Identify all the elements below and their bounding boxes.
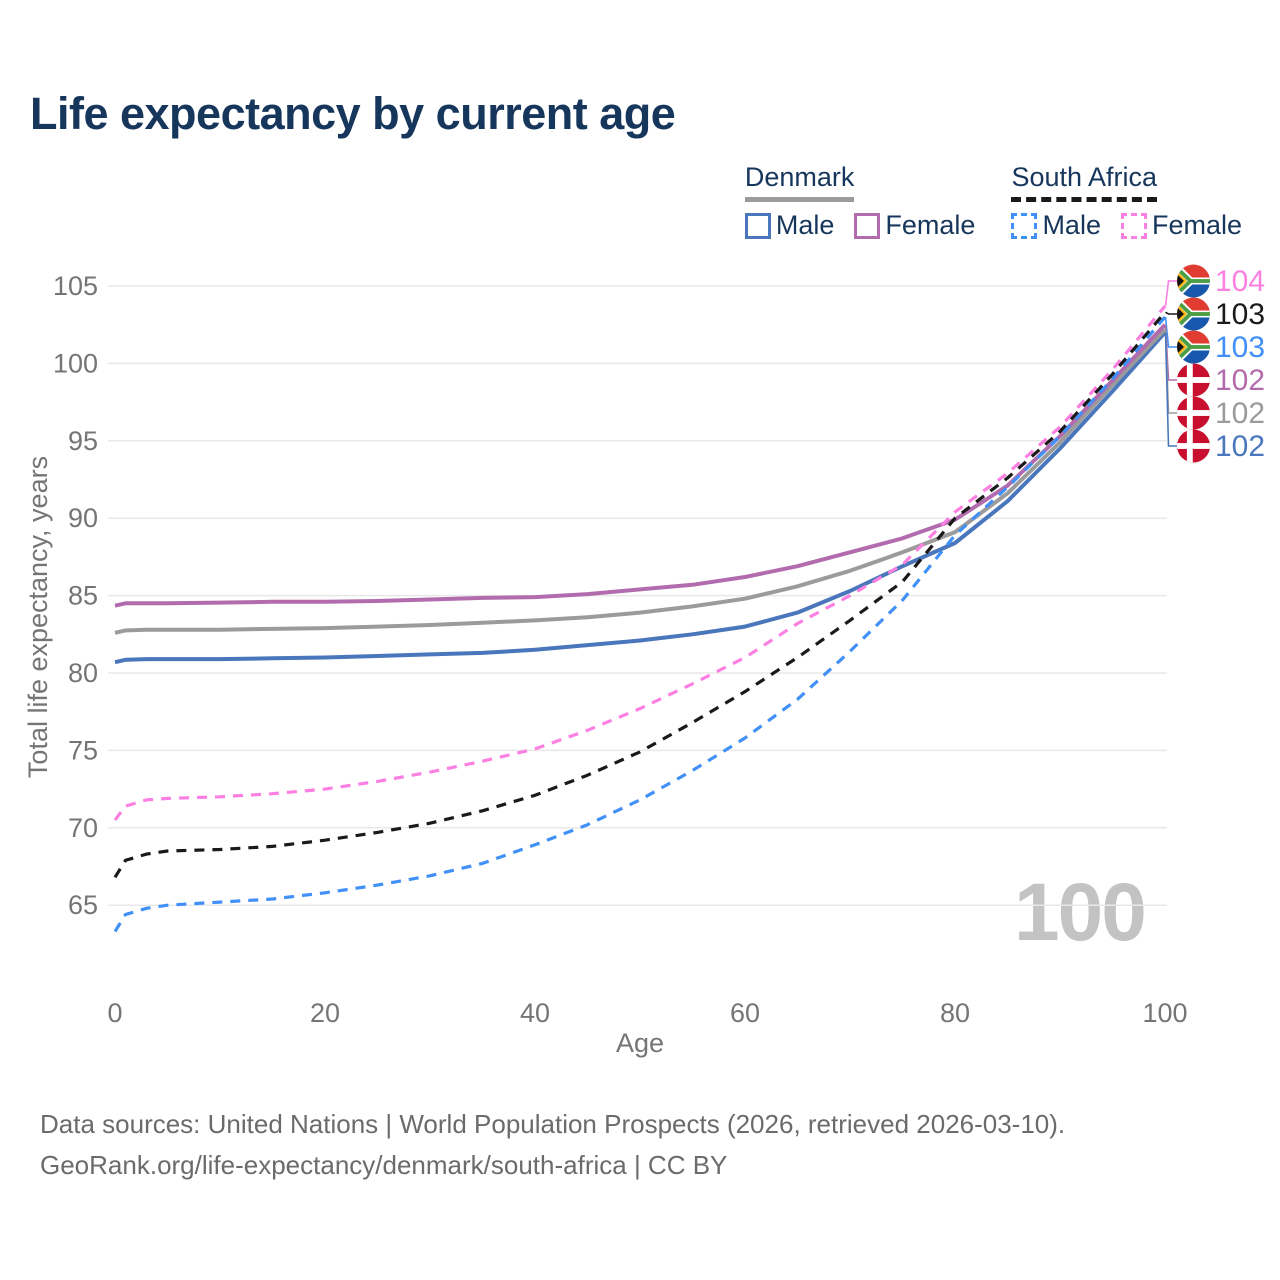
legend-group-south-africa: South Africa Male Female	[1011, 162, 1242, 241]
x-tick-20: 20	[310, 998, 340, 1028]
y-tick-100: 100	[53, 348, 98, 378]
flag-icon-denmark	[1177, 396, 1211, 430]
y-tick-105: 105	[53, 271, 98, 301]
axis-ticks: 65 70 75 80 85 90 95 100 105 0 20 40 60 80 100 Age Total…	[23, 271, 1188, 1058]
leader-line-south-africa-all	[1165, 311, 1177, 315]
south-africa-male-label: Male	[1042, 210, 1101, 240]
y-tick-65: 65	[68, 890, 98, 920]
denmark-male-label: Male	[775, 210, 835, 240]
x-tick-60: 60	[730, 998, 760, 1028]
series-line-denmark-male	[114, 331, 1167, 665]
flag-icon-south-africa	[1177, 264, 1211, 298]
flag-icon-south-africa	[1177, 330, 1211, 364]
series-line-south-africa-all	[113, 311, 1167, 879]
leader-line-denmark-male	[1164, 332, 1177, 447]
denmark-male-swatch	[744, 212, 771, 239]
end-label-denmark-all: 102	[1215, 397, 1265, 430]
y-tick-85: 85	[68, 581, 98, 611]
series-line-denmark-female	[114, 323, 1167, 608]
south-africa-female-swatch	[1120, 212, 1147, 239]
footer-attribution: GeoRank.org/life-expectancy/denmark/sout…	[40, 1150, 728, 1180]
y-tick-80: 80	[68, 658, 98, 688]
south-africa-male-swatch	[1011, 212, 1038, 239]
footer: Data sources: United Nations | World Pop…	[40, 1104, 1065, 1186]
flag-icon-denmark	[1177, 429, 1211, 463]
series-line-south-africa-male	[113, 315, 1167, 933]
end-label-south-africa-all: 103	[1215, 298, 1265, 331]
legend-denmark-items: Male Female	[744, 210, 976, 241]
x-axis-title: Age	[616, 1028, 664, 1058]
legend: Denmark Male Female South Africa Male	[744, 162, 1242, 241]
legend-south-africa-title: South Africa	[1011, 162, 1158, 192]
denmark-female-swatch	[854, 212, 881, 239]
series-line-denmark-all	[114, 327, 1167, 635]
leader-line-south-africa-male	[1164, 316, 1177, 348]
gridlines	[108, 285, 1167, 906]
south-africa-dashed-line-sample	[1011, 197, 1158, 202]
end-label-denmark-male: 102	[1215, 430, 1265, 463]
footer-data-sources: Data sources: United Nations | World Pop…	[40, 1109, 1066, 1139]
legend-south-africa-items: Male Female	[1011, 210, 1242, 241]
series-lines	[113, 305, 1167, 933]
x-tick-100: 100	[1142, 998, 1187, 1028]
legend-denmark-header: Denmark	[744, 162, 855, 202]
legend-group-denmark: Denmark Male Female	[744, 162, 976, 241]
denmark-solid-line-sample	[744, 197, 855, 202]
page-title: Life expectancy by current age	[30, 88, 676, 139]
end-label-south-africa-male: 103	[1215, 331, 1265, 364]
denmark-female-label: Female	[885, 210, 976, 240]
y-tick-95: 95	[68, 426, 98, 456]
end-label-denmark-female: 102	[1215, 364, 1265, 397]
leader-line-south-africa-female	[1164, 280, 1177, 307]
legend-denmark-title: Denmark	[744, 162, 855, 192]
x-tick-40: 40	[520, 998, 550, 1028]
legend-south-africa-header: South Africa	[1011, 162, 1158, 202]
y-tick-75: 75	[68, 735, 98, 765]
flag-icon-south-africa	[1177, 297, 1211, 331]
south-africa-female-label: Female	[1151, 210, 1242, 240]
y-tick-90: 90	[68, 503, 98, 533]
x-tick-80: 80	[940, 998, 970, 1028]
y-axis-title: Total life expectancy, years	[23, 456, 53, 778]
end-label-south-africa-female: 104	[1215, 265, 1265, 298]
series-line-south-africa-female	[113, 305, 1167, 822]
y-tick-70: 70	[68, 813, 98, 843]
watermark-age-100: 100	[1014, 867, 1147, 958]
x-tick-0: 0	[107, 998, 122, 1028]
flag-icon-denmark	[1177, 363, 1211, 397]
